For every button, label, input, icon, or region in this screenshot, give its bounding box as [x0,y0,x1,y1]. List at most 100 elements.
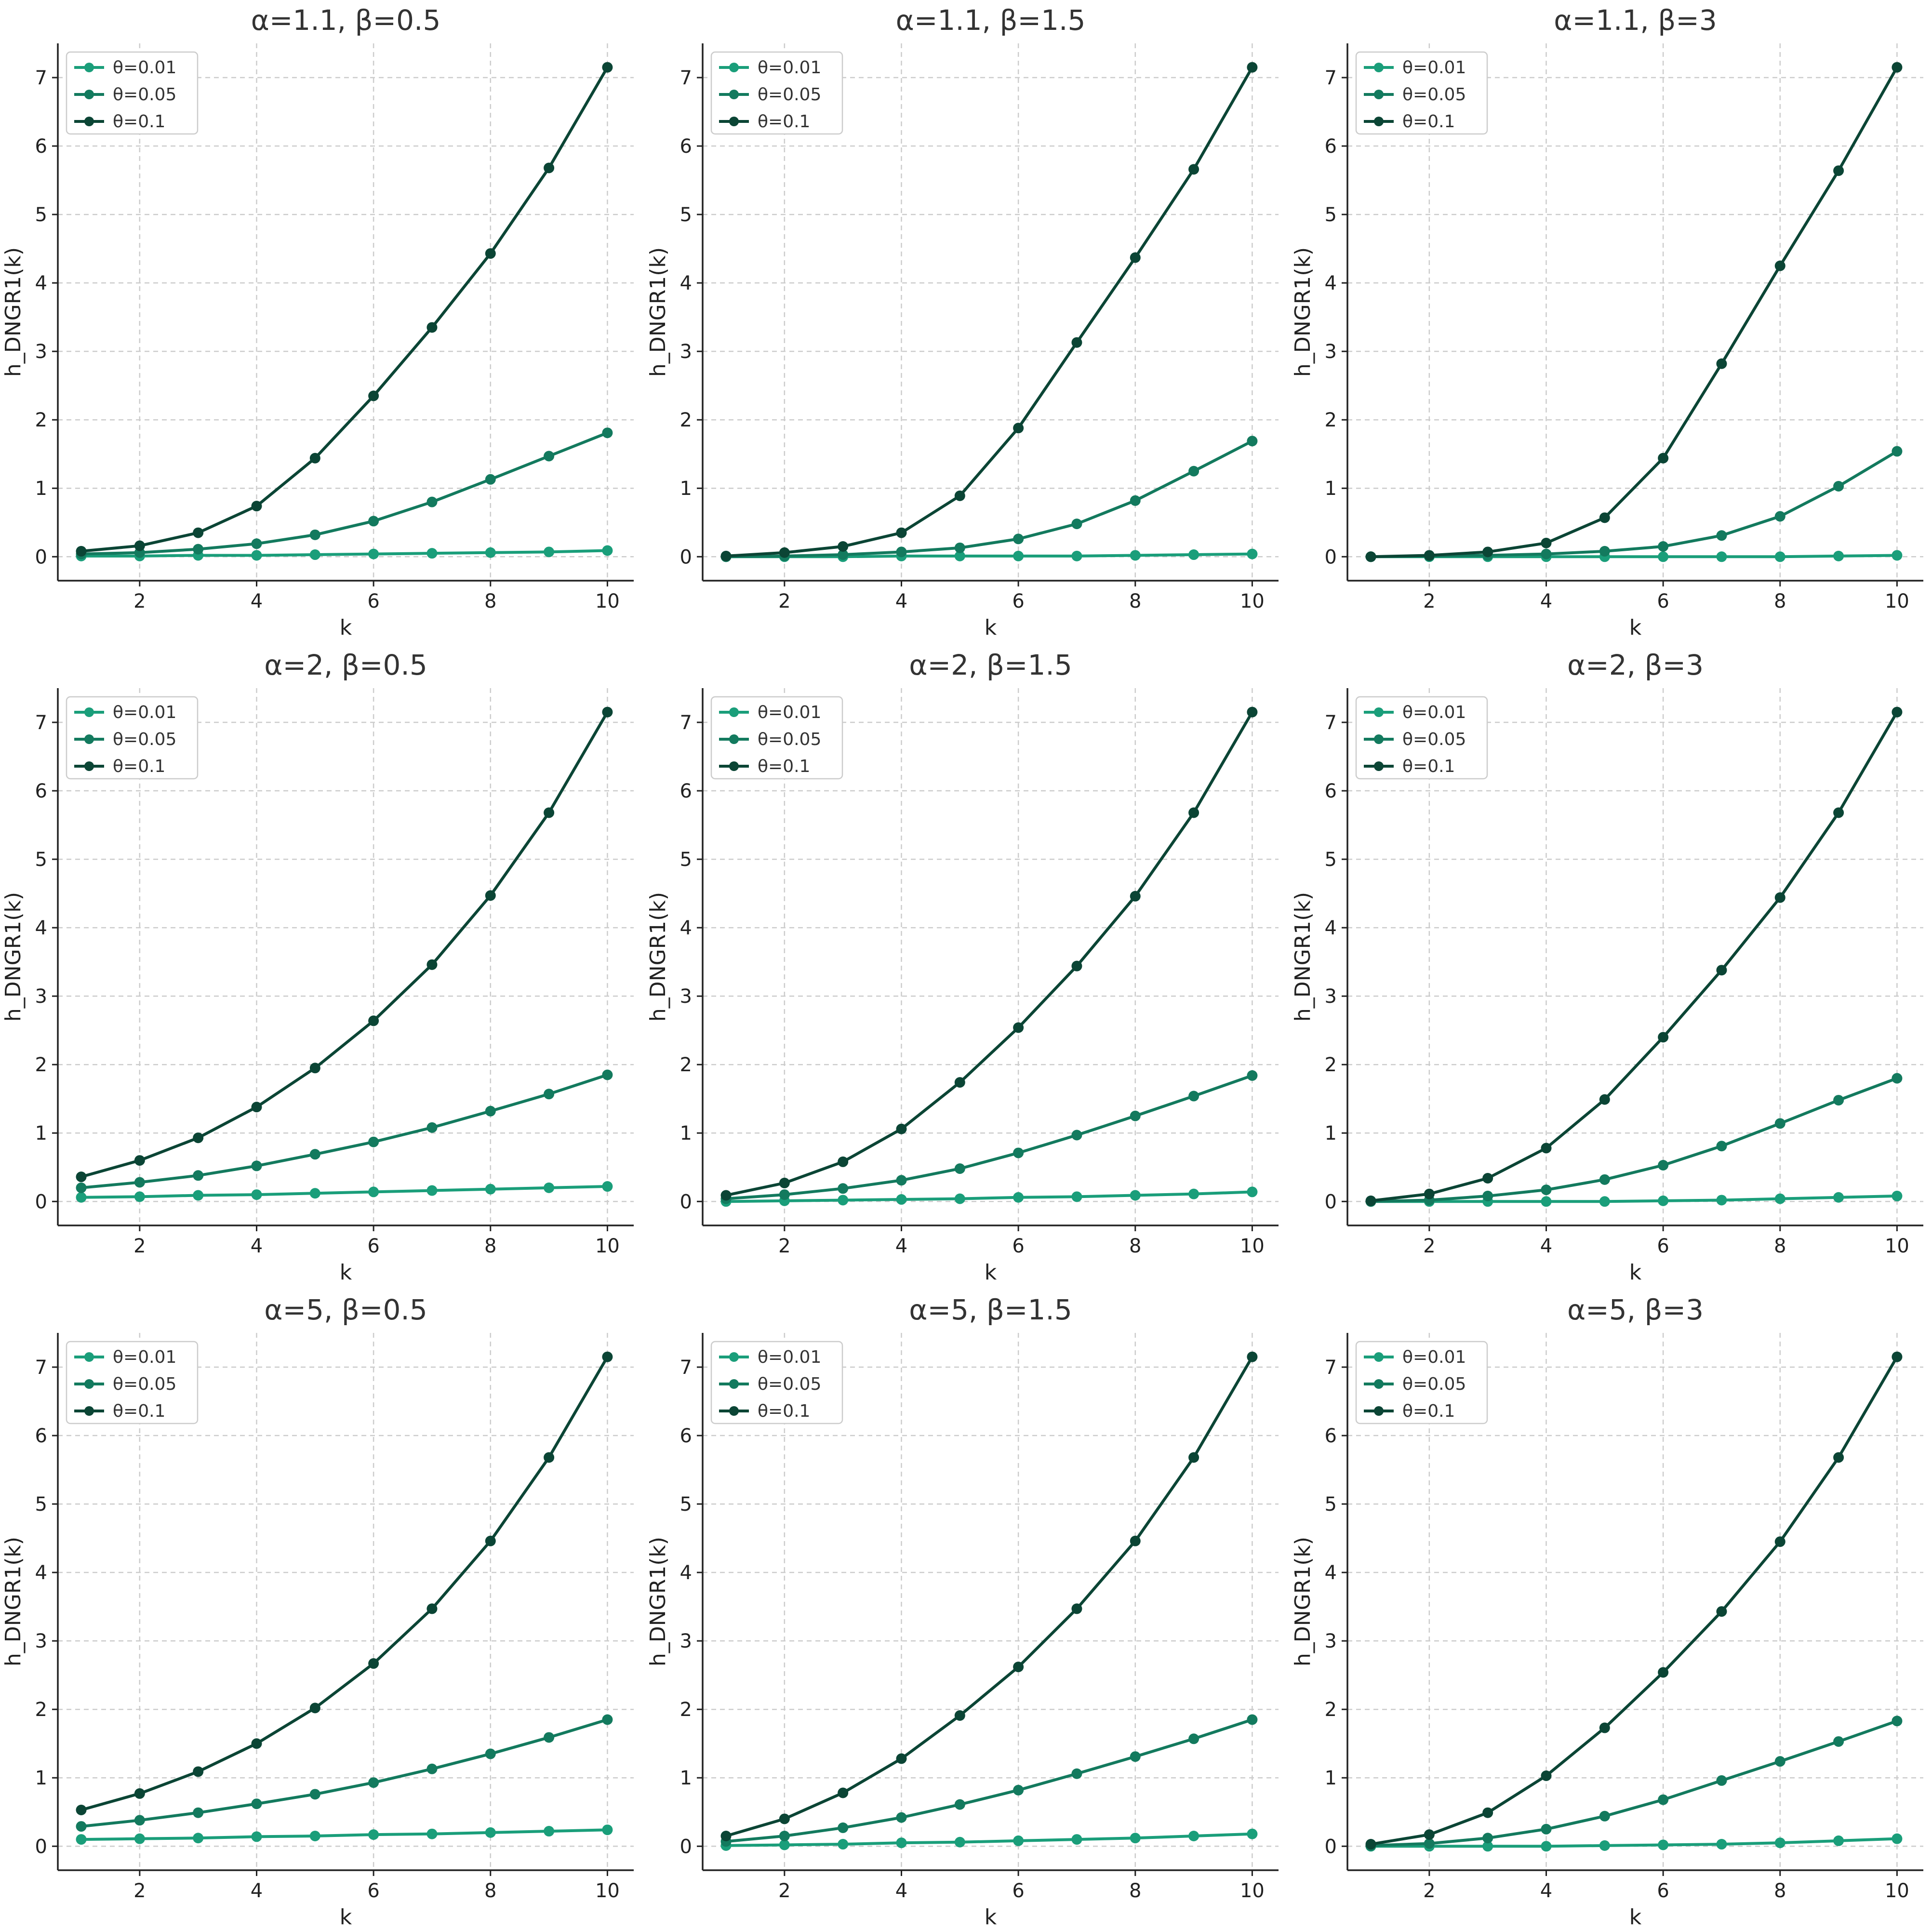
data-point [309,1188,320,1199]
y-tick-label: 6 [35,1425,47,1447]
legend-label: θ=0.01 [758,703,821,722]
y-tick-label: 6 [1325,1425,1337,1447]
series-theta-1 [720,1828,1258,1851]
y-tick-label: 0 [35,1836,47,1858]
data-point [426,959,438,970]
data-point [426,322,438,333]
legend-box [710,1341,843,1424]
legend-marker-swatch [84,734,94,744]
y-axis-label: h_DNGR1(k) [1291,247,1315,377]
legend-label: θ=0.1 [1402,1401,1455,1421]
y-tick-label: 7 [1325,712,1337,734]
data-point [193,1807,204,1818]
panel-title: α=1.1, β=1.5 [896,4,1086,37]
data-point [896,1123,907,1134]
y-tick-label: 5 [1325,1493,1337,1516]
legend-box [66,696,199,780]
data-point [1188,1733,1199,1744]
legend-marker-swatch [1374,1352,1384,1362]
series-theta-3 [720,62,1258,561]
data-point [720,1190,732,1201]
legend-marker-swatch [729,90,739,99]
series-theta-3 [76,706,613,1183]
x-tick-label: 2 [778,590,790,612]
y-tick-label: 6 [680,135,692,158]
y-tick-label: 2 [680,409,692,431]
series-line [81,1718,608,1828]
data-point [1833,1835,1844,1846]
panel-title: α=2, β=0.5 [264,649,427,681]
y-tick-label: 3 [35,341,47,363]
data-point [1424,1829,1435,1840]
data-point [1188,466,1199,477]
data-point [368,1015,379,1026]
y-tick-label: 5 [680,849,692,871]
legend-label: θ=0.05 [1402,730,1466,749]
x-axis-label: k [340,1905,352,1929]
data-point [838,1839,849,1850]
y-tick-label: 7 [35,67,47,89]
y-tick-label: 1 [1325,1767,1337,1789]
series-line [726,67,1254,558]
data-point [544,1452,555,1463]
data-point [134,1833,145,1844]
data-point [426,1122,438,1133]
data-point [779,1189,790,1200]
x-axis-label: k [985,1905,997,1929]
data-point [1482,1190,1493,1201]
series-line [726,1718,1253,1843]
data-point [1599,512,1610,523]
data-point [251,501,262,512]
data-point [1541,1770,1552,1781]
x-tick-label: 8 [1129,1235,1141,1257]
legend-marker-swatch [1374,1406,1384,1416]
data-point [1130,1833,1141,1844]
y-tick-label: 1 [680,1767,692,1789]
legend-marker-swatch [729,734,739,744]
legend-marker-swatch [729,707,739,717]
data-point [251,1102,262,1113]
x-tick-label: 6 [1657,590,1669,612]
data-point [838,541,849,552]
y-axis-label: h_DNGR1(k) [1,1537,26,1666]
series-theta-2 [76,1714,613,1832]
data-point [251,1189,262,1200]
data-point [1774,260,1785,271]
data-point [954,1799,965,1810]
data-point [76,1182,87,1193]
legend-box [1355,696,1488,780]
legend-label: θ=0.01 [113,1347,176,1367]
data-point [544,1826,555,1837]
x-tick-label: 10 [595,590,620,612]
y-tick-label: 4 [680,1562,692,1584]
data-point [309,1149,320,1160]
data-point [1833,165,1844,176]
y-tick-label: 7 [680,67,692,89]
series-line [80,711,609,1179]
subplot-2: α=1.1, β=1.5 2 4 6 8 10 0 1 2 3 4 5 6 7 k h_DNGR1(k) θ=0… [646,4,1279,640]
data-point [309,1703,320,1714]
legend-marker-swatch [729,1379,739,1389]
legend-marker-swatch [84,1352,94,1362]
legend: θ=0.01 θ=0.05 θ=0.1 [710,51,843,135]
legend-box [710,51,843,135]
data-point [602,427,613,439]
x-tick-label: 8 [1774,1880,1786,1902]
y-tick-label: 4 [35,272,47,294]
y-tick-label: 1 [1325,1122,1337,1144]
y-axis-label: h_DNGR1(k) [646,892,670,1022]
legend-marker-swatch [1374,63,1384,72]
y-tick-label: 5 [35,1493,47,1516]
data-point [134,1815,145,1826]
x-tick-label: 10 [1240,590,1265,612]
data-point [544,1089,555,1100]
x-axis-label: k [985,615,997,640]
data-point [309,1830,320,1841]
x-axis-label: k [985,1260,997,1285]
legend-label: θ=0.01 [758,58,821,78]
data-point [1716,358,1727,369]
legend-box [1355,1341,1488,1424]
data-point [1892,1833,1903,1844]
y-tick-label: 4 [1325,917,1337,939]
y-tick-label: 2 [1325,1699,1337,1721]
